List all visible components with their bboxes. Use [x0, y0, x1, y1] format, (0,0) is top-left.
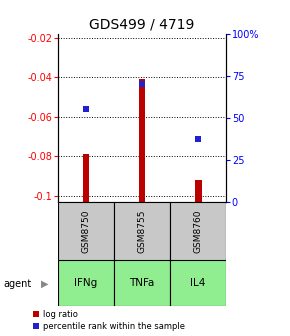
Text: IL4: IL4	[191, 278, 206, 288]
Text: IFNg: IFNg	[75, 278, 98, 288]
Text: GSM8750: GSM8750	[81, 209, 90, 253]
Text: GSM8760: GSM8760	[194, 209, 203, 253]
Bar	[83, 154, 89, 202]
Title: GDS499 / 4719: GDS499 / 4719	[89, 17, 195, 31]
Text: GSM8755: GSM8755	[137, 209, 147, 253]
Bar	[58, 202, 114, 260]
Bar	[58, 260, 114, 306]
Text: agent: agent	[3, 279, 31, 289]
Bar	[170, 260, 226, 306]
Bar	[195, 180, 202, 202]
Text: TNFa: TNFa	[129, 278, 155, 288]
Bar	[114, 202, 170, 260]
Text: ▶: ▶	[41, 279, 49, 289]
Bar	[139, 79, 146, 202]
Bar	[114, 260, 170, 306]
Bar	[170, 202, 226, 260]
Legend: log ratio, percentile rank within the sample: log ratio, percentile rank within the sa…	[33, 310, 185, 331]
